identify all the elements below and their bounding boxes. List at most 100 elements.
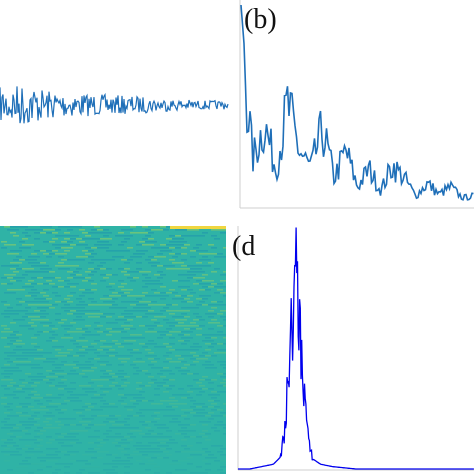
heatmap-cell xyxy=(103,343,109,345)
heatmap-cell xyxy=(154,256,160,258)
heatmap-cell xyxy=(91,415,97,417)
heatmap-cell xyxy=(55,397,61,399)
heatmap-cell xyxy=(199,319,205,321)
heatmap-cell xyxy=(37,301,43,303)
heatmap-cell xyxy=(1,451,7,453)
heatmap-cell xyxy=(43,421,49,423)
heatmap-cell xyxy=(208,328,214,330)
heatmap-cell xyxy=(85,361,91,363)
heatmap-cell xyxy=(76,430,82,432)
heatmap-cell xyxy=(217,325,223,327)
heatmap-cell xyxy=(64,454,70,456)
heatmap-cell xyxy=(136,244,142,246)
heatmap-cell xyxy=(58,352,64,354)
heatmap-cell xyxy=(4,448,10,450)
heatmap-cell xyxy=(55,463,61,465)
heatmap-cell xyxy=(106,244,112,246)
heatmap-cell xyxy=(88,436,94,438)
heatmap-cell xyxy=(85,427,91,429)
heatmap-cell xyxy=(127,349,133,351)
heatmap-cell xyxy=(166,400,172,402)
heatmap-cell xyxy=(34,448,40,450)
heatmap-cell xyxy=(211,247,217,249)
heatmap-cell xyxy=(31,271,37,273)
heatmap-cell xyxy=(163,331,169,333)
heatmap-cell xyxy=(148,304,154,306)
heatmap-cell xyxy=(61,337,67,339)
heatmap-cell xyxy=(121,385,127,387)
heatmap-cell xyxy=(79,373,85,375)
heatmap-cell xyxy=(52,238,58,240)
heatmap-cell xyxy=(175,229,181,231)
heatmap-cell xyxy=(121,229,127,231)
heatmap-cell xyxy=(91,253,97,255)
heatmap-cell xyxy=(160,298,166,300)
heatmap-cell xyxy=(181,313,187,315)
heatmap-cell xyxy=(112,298,118,300)
heatmap-cell xyxy=(52,292,58,294)
heatmap-cell xyxy=(67,259,73,261)
heatmap-cell xyxy=(25,295,31,297)
heatmap-cell xyxy=(10,262,16,264)
heatmap-cell xyxy=(151,433,157,435)
heatmap-cell xyxy=(67,445,73,447)
heatmap-cell xyxy=(79,259,85,261)
heatmap-cell xyxy=(190,424,196,426)
heatmap-cell xyxy=(25,355,31,357)
heatmap-cell xyxy=(46,352,52,354)
heatmap-cell xyxy=(112,454,118,456)
heatmap-cell xyxy=(25,403,31,405)
heatmap-cell xyxy=(145,307,151,309)
heatmap-cell xyxy=(64,304,70,306)
heatmap-cell xyxy=(214,322,220,324)
heatmap-cell xyxy=(64,328,70,330)
heatmap-cell xyxy=(223,403,226,405)
heatmap-cell xyxy=(166,448,172,450)
heatmap-cell xyxy=(199,403,205,405)
heatmap-cell xyxy=(154,442,160,444)
heatmap-cell xyxy=(88,418,94,420)
heatmap-cell xyxy=(136,268,142,270)
heatmap-cell xyxy=(94,238,100,240)
heatmap-cell xyxy=(181,247,187,249)
heatmap-cell xyxy=(91,301,97,303)
heatmap-cell xyxy=(64,472,70,474)
heatmap-cell xyxy=(37,427,43,429)
heatmap-cell xyxy=(91,283,97,285)
heatmap-cell xyxy=(112,340,118,342)
heatmap-cell xyxy=(115,307,121,309)
heatmap-cell xyxy=(58,268,64,270)
heatmap-cell xyxy=(40,316,46,318)
heatmap-cell xyxy=(43,295,49,297)
heatmap-cell xyxy=(226,226,232,228)
heatmap-cell xyxy=(163,379,169,381)
heatmap-cell xyxy=(187,463,193,465)
heatmap-cell xyxy=(190,250,196,252)
heatmap-cell xyxy=(223,295,226,297)
heatmap-cell xyxy=(211,409,217,411)
heatmap-cell xyxy=(34,316,40,318)
heatmap-cell xyxy=(103,349,109,351)
heatmap-cell xyxy=(100,238,106,240)
heatmap-cell xyxy=(49,307,55,309)
heatmap-cell xyxy=(121,271,127,273)
heatmap-cell xyxy=(19,319,25,321)
heatmap-cell xyxy=(46,232,52,234)
heatmap-cell xyxy=(46,460,52,462)
heatmap-cell xyxy=(196,466,202,468)
heatmap-cell xyxy=(37,265,43,267)
heatmap-cell xyxy=(70,226,76,228)
heatmap-cell xyxy=(31,253,37,255)
heatmap-cell xyxy=(193,343,199,345)
heatmap-cell xyxy=(163,295,169,297)
heatmap-cell xyxy=(127,433,133,435)
heatmap-cell xyxy=(94,226,100,228)
heatmap-cell xyxy=(100,298,106,300)
heatmap-cell xyxy=(178,238,184,240)
heatmap-cell xyxy=(97,241,103,243)
heatmap-cell xyxy=(13,469,19,471)
heatmap-cell xyxy=(7,307,13,309)
heatmap-cell xyxy=(7,415,13,417)
heatmap-cell xyxy=(151,229,157,231)
heatmap-cell xyxy=(217,421,223,423)
